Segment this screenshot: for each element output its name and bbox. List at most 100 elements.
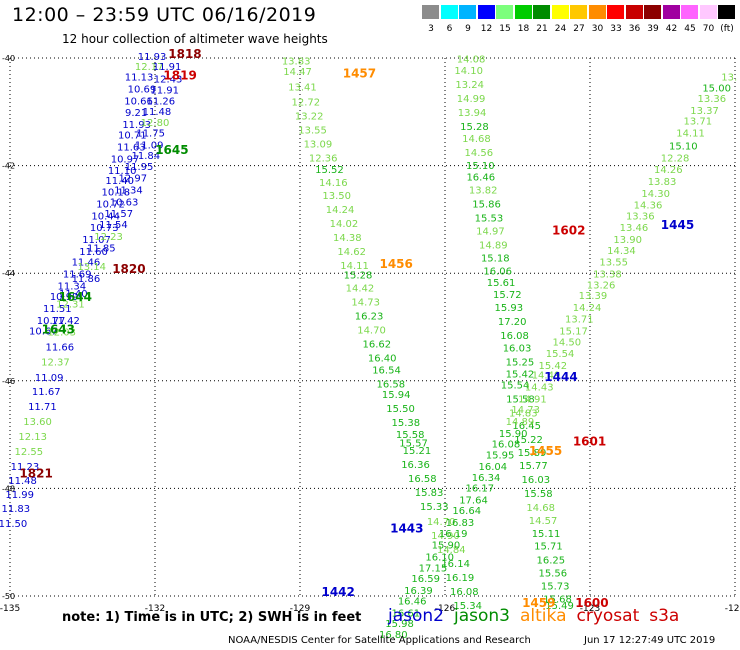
wave-height-value: 12.31 xyxy=(56,300,85,311)
timestamp-text: Jun 17 12:27:49 UTC 2019 xyxy=(584,635,716,646)
wave-height-value: 16.08 xyxy=(492,440,521,451)
wave-height-value: 10.71 xyxy=(118,131,147,142)
wave-height-value: 15.98 xyxy=(385,619,414,630)
wave-height-value: 15.72 xyxy=(493,290,522,301)
scale-swatch xyxy=(644,5,661,19)
wave-height-value: 16.23 xyxy=(355,311,384,322)
page-title: 12:00 – 23:59 UTC 06/16/2019 xyxy=(12,4,317,26)
wave-height-value: 11.91 xyxy=(153,62,182,73)
wave-height-value: 11.93 xyxy=(122,120,151,131)
legend-entry: jason3 xyxy=(454,606,510,626)
axis-labels: -40 -42 -44 -46 -48 -50 -135 -132 -129 -126 -123 -1… xyxy=(0,54,740,614)
wave-height-value: 14.11 xyxy=(676,129,705,140)
wave-height-value: 16.03 xyxy=(503,344,532,355)
wave-height-value: 15.10 xyxy=(466,161,495,172)
wave-height-value: 16.36 xyxy=(401,460,430,471)
wave-height-value: 15.77 xyxy=(519,461,548,472)
wave-height-value: 15.71 xyxy=(534,542,563,553)
wave-height-value: 13.55 xyxy=(298,125,327,136)
wave-height-value: 15.89 xyxy=(518,448,547,459)
x-tick-label: -123 xyxy=(580,604,600,614)
y-tick-label: -46 xyxy=(2,377,15,386)
y-tick-label: -40 xyxy=(2,54,15,63)
wave-height-value: 11.57 xyxy=(104,209,133,220)
wave-height-value: 14.89 xyxy=(479,240,508,251)
wave-height-value: 14.84 xyxy=(437,545,466,556)
wave-height-value: 15.21 xyxy=(403,446,432,457)
wave-height-value: 13.82 xyxy=(469,186,498,197)
x-tick-label: -135 xyxy=(0,604,20,614)
wave-height-value: 15.49 xyxy=(545,601,574,612)
wave-height-value: 15.58 xyxy=(506,394,535,405)
wave-height-value: 15.42 xyxy=(538,361,567,372)
wave-height-value: 13.22 xyxy=(295,111,324,122)
pass-time-label: 1443 xyxy=(390,522,423,536)
scale-swatch xyxy=(588,5,606,19)
wave-height-value: 9.21 xyxy=(125,108,147,119)
scale-swatch xyxy=(699,5,717,19)
wave-height-value: 11.99 xyxy=(5,490,34,501)
y-tick-label: -48 xyxy=(2,484,15,493)
scale-swatch xyxy=(607,5,624,19)
wave-height-value: 14.36 xyxy=(634,201,663,212)
wave-height-value: 14.99 xyxy=(457,94,486,105)
wave-height-value: 13.71 xyxy=(683,117,712,128)
pass-time-labels: 1818 1819 1645 1820 1643 1644 1821 1457 1456 1455… xyxy=(19,47,694,610)
wave-height-value: 11.40 xyxy=(59,289,88,300)
scale-swatch xyxy=(477,5,495,19)
wave-height-value: 12.23 xyxy=(94,232,123,243)
scale-label: (ft) xyxy=(720,24,734,34)
wave-height-value: 13.94 xyxy=(458,108,487,119)
pass-time-label: 1820 xyxy=(112,262,145,276)
wave-height-value: 12.17 xyxy=(135,62,164,73)
wave-height-value: 15.61 xyxy=(487,278,516,289)
wave-height-value: 10.66 xyxy=(124,96,153,107)
data-points: 11.9312.1711.1310.6910.669.2111.9310.711… xyxy=(0,52,737,641)
pass-time-label: 1457 xyxy=(343,66,376,80)
wave-height-value: 14.49 xyxy=(532,371,561,382)
pass-time-label: 1643 xyxy=(42,322,75,336)
wave-height-value: 10.72 xyxy=(96,200,125,211)
wave-height-value: 12.97 xyxy=(118,174,147,185)
wave-height-value: 15.00 xyxy=(702,83,731,94)
pass-time-label: 1644 xyxy=(59,290,92,304)
wave-height-value: 11.83 xyxy=(1,504,30,515)
wave-height-value: 16.40 xyxy=(368,353,397,364)
wave-height-value: 11.60 xyxy=(79,247,108,258)
scale-swatch xyxy=(551,5,569,19)
wave-height-value: 13.60 xyxy=(23,417,52,428)
wave-height-value: 15.95 xyxy=(486,450,515,461)
wave-height-value: 15.11 xyxy=(532,529,561,540)
wave-height-value: 11.66 xyxy=(45,343,74,354)
wave-height-value: 14.11 xyxy=(340,261,369,272)
pass-time-label: 1601 xyxy=(573,434,606,448)
wave-height-value: 14.24 xyxy=(573,303,602,314)
wave-height-value: 13.09 xyxy=(304,139,333,150)
wave-height-value: 15.25 xyxy=(506,358,535,369)
wave-height-value: 11.26 xyxy=(146,96,175,107)
scale-label: 39 xyxy=(647,24,659,34)
wave-height-value: 17.20 xyxy=(498,317,527,328)
scale-label: 24 xyxy=(554,24,567,34)
pass-time-label: 1459 xyxy=(522,596,555,610)
wave-height-value: 15.83 xyxy=(415,488,444,499)
scale-swatch xyxy=(681,5,698,19)
wave-height-value: 11.42 xyxy=(51,316,80,327)
y-tick-label: -44 xyxy=(2,269,15,278)
pass-time-label: 1819 xyxy=(163,69,196,83)
wave-height-value: 11.34 xyxy=(114,186,143,197)
wave-height-value: 12.13 xyxy=(18,432,47,443)
wave-height-value: 12.36 xyxy=(309,153,338,164)
scale-label: 36 xyxy=(628,24,641,34)
wave-height-value: 14.34 xyxy=(607,246,636,257)
y-tick-label: -50 xyxy=(2,592,15,601)
wave-height-value: 13.55 xyxy=(599,258,628,269)
wave-height-value: 11.48 xyxy=(8,476,37,487)
wave-height-value: 14.73 xyxy=(351,297,380,308)
scale-label: 15 xyxy=(499,24,511,34)
pass-time-label: 1645 xyxy=(155,143,188,157)
wave-height-value: 16.39 xyxy=(404,586,433,597)
scale-label: 9 xyxy=(465,24,471,34)
scale-swatch xyxy=(570,5,587,19)
